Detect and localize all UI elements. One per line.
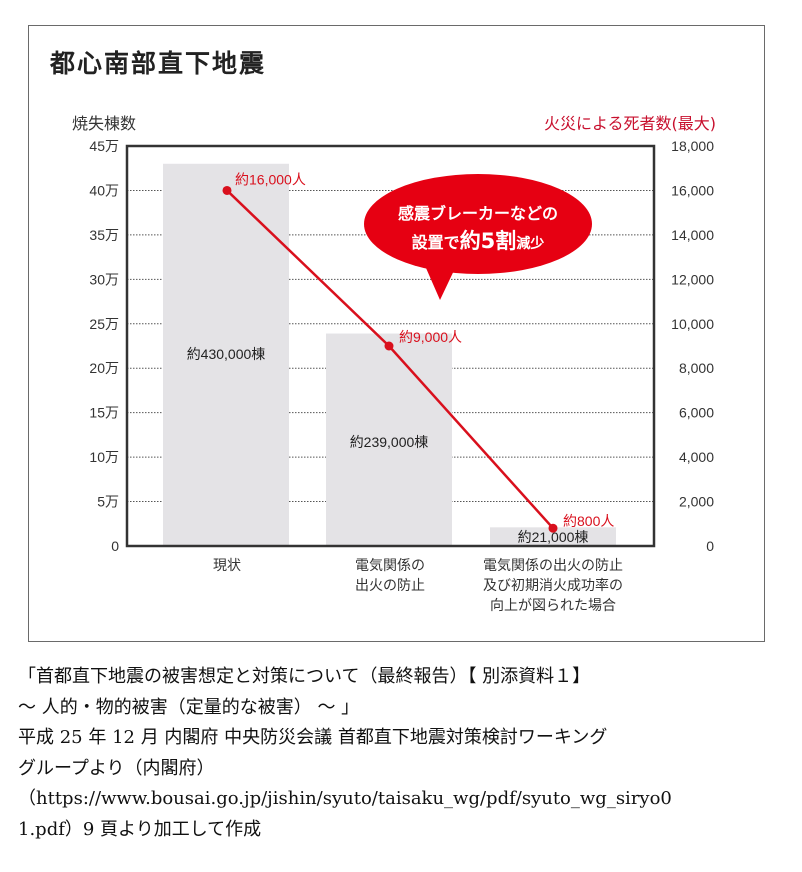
bar-value-label: 約239,000棟 <box>350 434 429 450</box>
deaths-value-label: 約16,000人 <box>235 171 306 187</box>
left-tick-label: 20万 <box>89 360 119 376</box>
plot-border <box>125 144 656 548</box>
bar-value-label: 約21,000棟 <box>518 529 589 545</box>
chart-title: 都心南部直下地震 <box>50 49 267 78</box>
right-tick-label: 14,000 <box>671 227 714 243</box>
caption-line-5: （https://www.bousai.go.jp/jishin/syuto/t… <box>18 788 672 809</box>
left-tick-label: 5万 <box>97 494 119 510</box>
left-tick-label: 10万 <box>89 449 119 465</box>
right-tick-label: 18,000 <box>671 138 714 154</box>
callout-bubble <box>364 174 592 274</box>
right-tick-label: 16,000 <box>671 182 714 198</box>
left-tick-label: 0 <box>111 538 119 554</box>
right-tick-label: 6,000 <box>679 405 714 421</box>
left-tick-label: 45万 <box>89 138 119 154</box>
deaths-value-label: 約800人 <box>563 513 614 529</box>
category-label-1: 現状 <box>213 558 241 574</box>
bar-value-label: 約430,000棟 <box>187 346 266 362</box>
source-caption: 「首都直下地震の被害想定と対策について（最終報告）【 別添資料１】 ～ 人的・物… <box>18 662 798 845</box>
right-tick-label: 0 <box>706 538 714 554</box>
right-tick-label: 10,000 <box>671 316 714 332</box>
caption-line-3: 平成 25 年 12 月 内閣府 中央防災会議 首都直下地震対策検討ワーキング <box>18 727 608 748</box>
right-axis-label: 火災による死者数(最大) <box>543 114 716 133</box>
left-tick-label: 15万 <box>89 405 119 421</box>
left-tick-label: 25万 <box>89 316 119 332</box>
left-tick-label: 35万 <box>89 227 119 243</box>
deaths-value-label: 約9,000人 <box>399 329 462 345</box>
right-tick-label: 4,000 <box>679 449 714 465</box>
caption-line-4: グループより（内閣府） <box>18 757 215 779</box>
bar <box>163 163 289 546</box>
callout-line-1: 感震ブレーカーなどの <box>398 204 558 223</box>
combo-chart: 0 5万 10万 15万 20万 25万 30万 35万 40万 45万 0 2,000 4,000 6,… <box>89 138 714 554</box>
deaths-point <box>548 523 558 533</box>
category-label-2: 電気関係の 出火の防止 <box>355 558 425 594</box>
deaths-point <box>384 341 394 351</box>
right-tick-label: 12,000 <box>671 271 714 287</box>
deaths-point <box>222 185 232 195</box>
category-label-3: 電気関係の出火の防止 及び初期消火成功率の 向上が図られた場合 <box>483 558 623 614</box>
caption-line-6: 1.pdf）9 頁より加工して作成 <box>18 818 262 840</box>
left-tick-label: 30万 <box>89 271 119 287</box>
left-axis-label: 焼失棟数 <box>72 114 137 133</box>
caption-line-2: ～ 人的・物的被害（定量的な被害） ～ 」 <box>18 696 360 718</box>
bar <box>326 333 452 546</box>
bar <box>490 527 616 546</box>
callout-line-2: 設置で約5割減少 <box>412 229 545 253</box>
caption-line-1: 「首都直下地震の被害想定と対策について（最終報告）【 別添資料１】 <box>18 666 591 687</box>
left-tick-label: 40万 <box>89 182 119 198</box>
right-tick-label: 8,000 <box>679 360 714 376</box>
right-tick-label: 2,000 <box>679 494 714 510</box>
